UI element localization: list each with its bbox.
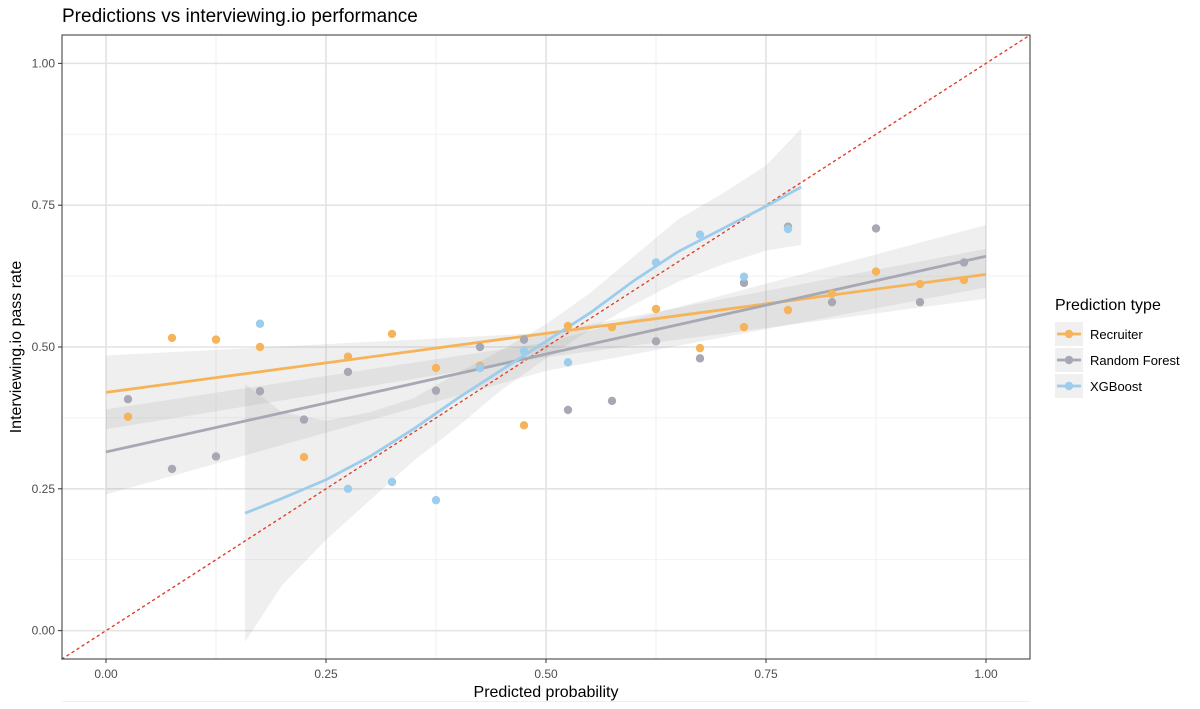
y-tick-label: 1.00 <box>32 56 56 70</box>
y-axis-title: Interviewing.io pass rate <box>8 261 25 434</box>
x-tick-label: 0.75 <box>754 667 778 681</box>
fit-lines <box>105 185 987 515</box>
data-point <box>783 305 793 315</box>
data-point <box>695 354 705 363</box>
fit-line <box>105 254 987 454</box>
data-point <box>343 352 353 361</box>
data-point <box>255 319 265 328</box>
x-tick-label: 1.00 <box>974 667 998 681</box>
data-point <box>475 363 485 373</box>
data-point <box>783 224 793 234</box>
data-point <box>695 343 705 353</box>
data-point <box>255 387 265 396</box>
data-point <box>431 386 441 395</box>
data-point <box>959 258 969 267</box>
legend-key-point <box>1064 355 1074 365</box>
fit-line <box>105 273 987 394</box>
y-tick-label: 0.00 <box>32 624 56 638</box>
data-points <box>123 222 969 505</box>
x-axis-ticks: 0.00 0.25 0.50 0.75 1.00 <box>94 659 998 681</box>
data-point <box>343 484 353 494</box>
x-tick-label: 0.25 <box>314 667 338 681</box>
data-point <box>827 289 837 298</box>
data-point <box>739 322 749 332</box>
data-point <box>959 275 969 285</box>
data-point <box>607 396 617 406</box>
confidence-band <box>106 225 986 495</box>
legend-label: Random Forest <box>1090 353 1180 368</box>
data-point <box>167 464 177 474</box>
data-point <box>475 342 485 352</box>
legend-label: Recruiter <box>1090 327 1143 342</box>
reference-line-layer <box>61 34 1031 660</box>
data-point <box>651 337 661 346</box>
chart-title: Predictions vs interviewing.io performan… <box>62 6 418 27</box>
x-axis-title: Predicted probability <box>474 684 619 701</box>
data-point <box>563 321 573 331</box>
y-axis-ticks: 0.00 0.25 0.50 0.75 1.00 <box>32 56 62 638</box>
data-point <box>651 304 661 314</box>
data-point <box>827 297 837 307</box>
data-point <box>915 279 925 289</box>
confidence-band <box>106 248 986 430</box>
legend: Prediction type Recruiter Random Forest XG… <box>1055 297 1180 398</box>
data-point <box>387 329 397 339</box>
data-point <box>123 394 133 404</box>
data-point <box>651 258 661 267</box>
y-tick-label: 0.50 <box>32 340 56 354</box>
data-point <box>739 272 749 281</box>
data-point <box>299 415 309 424</box>
data-point <box>563 405 573 415</box>
legend-key-point <box>1064 329 1074 339</box>
data-point <box>299 452 309 462</box>
data-point <box>607 322 617 332</box>
legend-key-point <box>1064 381 1074 391</box>
x-tick-label: 0.00 <box>94 667 118 681</box>
data-point <box>211 335 221 344</box>
data-point <box>387 477 397 487</box>
data-point <box>519 346 529 356</box>
data-point <box>739 278 749 288</box>
legend-title: Prediction type <box>1055 297 1161 314</box>
data-point <box>695 230 705 239</box>
data-point <box>211 452 221 461</box>
y-tick-label: 0.75 <box>32 198 56 212</box>
data-point <box>871 224 881 233</box>
data-point <box>343 367 353 377</box>
data-point <box>431 495 441 505</box>
x-tick-label: 0.50 <box>534 667 558 681</box>
data-point <box>255 342 265 352</box>
reference-line <box>61 34 1031 660</box>
data-point <box>915 297 925 307</box>
data-point <box>519 335 529 344</box>
data-point <box>167 333 177 343</box>
grid <box>62 35 1030 702</box>
fit-line <box>244 185 802 515</box>
confidence-bands <box>106 128 986 642</box>
confidence-band <box>245 128 802 642</box>
y-tick-label: 0.25 <box>32 482 56 496</box>
data-point <box>123 412 133 421</box>
data-point <box>563 358 573 367</box>
data-point <box>431 363 441 373</box>
data-point <box>519 421 529 430</box>
legend-label: XGBoost <box>1090 379 1142 394</box>
data-point <box>871 267 881 276</box>
